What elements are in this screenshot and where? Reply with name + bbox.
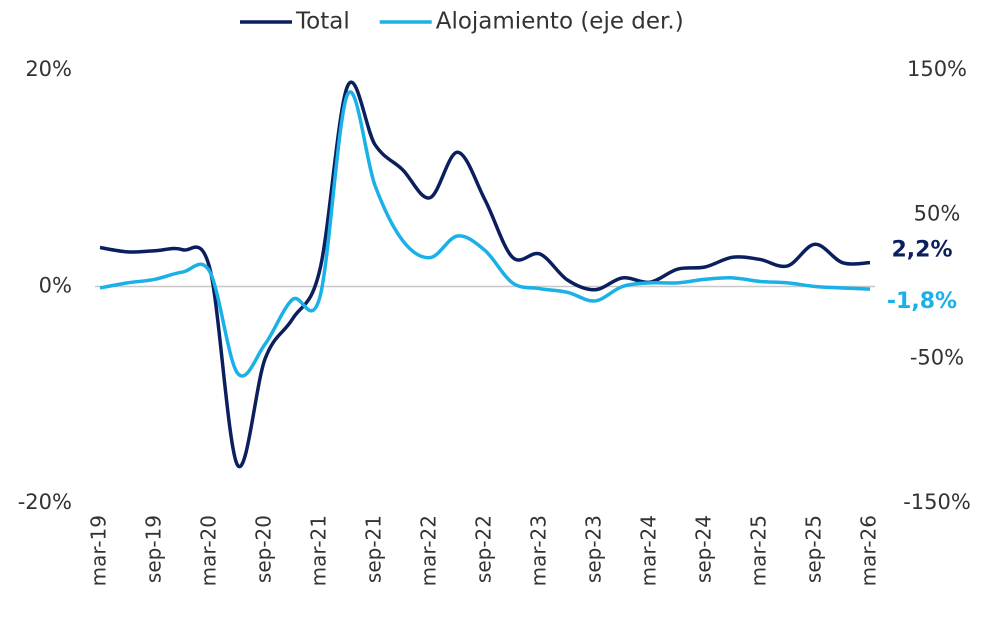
x-tick-label: mar-21 (307, 515, 331, 586)
y-tick-label: -20% (18, 490, 72, 514)
data-label: -1,8% (887, 289, 957, 314)
x-tick-label: mar-23 (527, 515, 551, 586)
y2-tick-label: 50% (914, 201, 961, 225)
series-line (99, 90, 871, 378)
y2-tick-label: -50% (910, 346, 964, 370)
y2-tick-label: 150% (907, 57, 967, 81)
x-tick-label: sep-23 (582, 515, 606, 583)
x-tick-label: sep-21 (362, 515, 386, 583)
x-tick-label: mar-19 (87, 515, 111, 586)
series-line (99, 80, 871, 469)
y-tick-label: 0% (39, 274, 72, 298)
x-tick-label: sep-24 (692, 515, 716, 583)
x-tick-label: mar-25 (747, 515, 771, 586)
x-tick-label: sep-25 (802, 515, 826, 583)
data-label: 2,2% (891, 238, 952, 263)
y2-tick-label: -150% (903, 490, 971, 514)
x-tick-label: mar-22 (417, 515, 441, 586)
x-tick-label: sep-19 (142, 515, 166, 583)
x-tick-label: mar-26 (857, 515, 881, 586)
legend-label: Alojamiento (eje der.) (436, 9, 684, 35)
x-tick-label: mar-24 (637, 515, 661, 586)
x-tick-label: mar-20 (197, 515, 221, 586)
x-tick-label: sep-22 (472, 515, 496, 583)
x-tick-label: sep-20 (252, 515, 276, 583)
legend-label: Total (295, 9, 350, 35)
y-tick-label: 20% (25, 57, 72, 81)
